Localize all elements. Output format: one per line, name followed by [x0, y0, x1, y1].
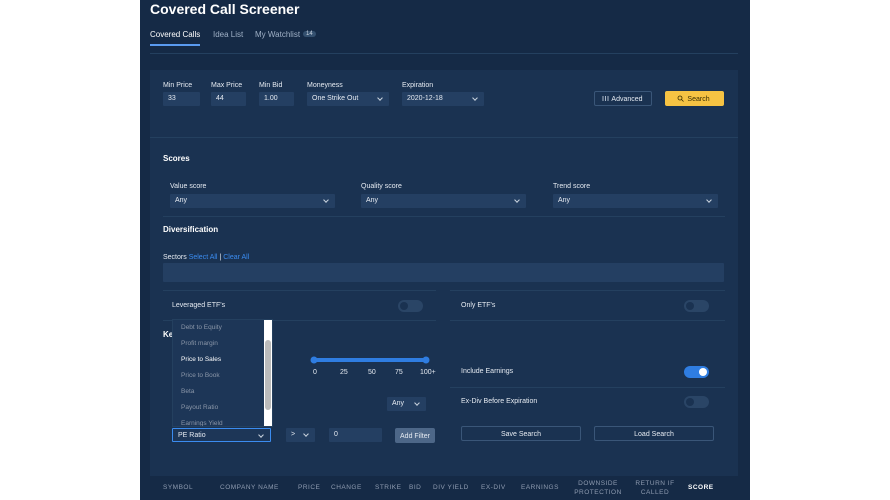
slider-tick: 75 [395, 369, 403, 376]
slider-tick: 50 [368, 369, 376, 376]
column-header: PRICE [298, 484, 321, 491]
toggle[interactable] [684, 366, 709, 378]
divider [450, 387, 725, 388]
option[interactable]: Profit margin [181, 340, 218, 347]
button-label: Save Search [500, 431, 542, 438]
tab[interactable]: Idea List [213, 30, 244, 39]
option[interactable]: Debt to Equity [181, 324, 222, 331]
select[interactable]: Any [553, 194, 718, 208]
label: Trend score [553, 183, 591, 190]
label: Quality score [361, 183, 402, 190]
select[interactable]: Any [170, 194, 335, 208]
link[interactable]: Select All [188, 254, 218, 261]
divider [163, 290, 436, 291]
load-button[interactable]: Load Search [594, 426, 714, 441]
option[interactable]: Price to Book [181, 372, 220, 379]
divider [150, 137, 738, 138]
divider [163, 216, 725, 217]
input[interactable]: 44 [211, 92, 246, 106]
label: Max Price [211, 82, 243, 89]
app: Covered Call Screener Covered Calls Idea… [140, 0, 750, 500]
select[interactable]: One Strike Out [307, 92, 389, 106]
label: Include Earnings [461, 368, 514, 375]
column-header: BID [409, 484, 422, 491]
slider-tick: 100+ [420, 369, 436, 376]
column-header: CHANGE [331, 484, 362, 491]
icon [677, 95, 684, 102]
icon [602, 96, 609, 101]
tab[interactable]: Covered Calls [150, 30, 201, 39]
column-header: SCORE [688, 484, 714, 491]
tab[interactable]: My Watchlist [255, 30, 301, 39]
option[interactable]: Earnings Yield [181, 420, 223, 427]
advanced-button[interactable]: Advanced [594, 91, 652, 106]
section-title: Scores [163, 154, 190, 163]
slider-tick: 0 [313, 369, 317, 376]
sectors-input[interactable] [163, 263, 724, 282]
link[interactable]: Clear All [223, 254, 250, 261]
slider-tick: 25 [340, 369, 348, 376]
title: Covered Call Screener [150, 1, 300, 17]
panel: Min Price 33 Max Price 44 Min Bid 1.00 M… [150, 70, 738, 476]
option[interactable]: Payout Ratio [181, 404, 219, 411]
dropdown: Debt to Equity Profit margin Price to Sa… [172, 319, 273, 427]
scrollbar[interactable] [264, 320, 272, 426]
option[interactable]: Beta [181, 388, 195, 395]
button-label: Advanced [611, 96, 643, 103]
column-header: RETURN IF CALLED [635, 480, 675, 496]
label: Leveraged ETF's [172, 302, 226, 309]
save-button[interactable]: Save Search [461, 426, 581, 441]
button-label: Load Search [634, 431, 674, 438]
divider [150, 53, 738, 54]
divider [450, 290, 725, 291]
section-title: Ke [163, 330, 174, 339]
input[interactable]: 1.00 [259, 92, 294, 106]
label: Min Bid [259, 82, 283, 89]
label: Expiration [402, 82, 434, 89]
column-header: SYMBOL [163, 484, 194, 491]
select[interactable]: Any [387, 397, 426, 411]
divider [163, 320, 436, 321]
text: Sectors [163, 254, 187, 261]
select[interactable]: 2020-12-18 [402, 92, 484, 106]
column-header: EARNINGS [521, 484, 559, 491]
tab-underline [150, 44, 200, 46]
column-header: DOWNSIDE PROTECTION [574, 480, 622, 496]
slider[interactable] [310, 354, 430, 370]
label: Ex-Div Before Expiration [461, 398, 538, 405]
divider [450, 320, 725, 321]
label: Only ETF's [461, 302, 496, 309]
text: | [219, 254, 222, 261]
add-filter-button[interactable]: Add Filter [395, 428, 435, 443]
select[interactable]: PE Ratio [172, 428, 271, 442]
input[interactable]: 33 [163, 92, 200, 106]
column-header: STRIKE [375, 484, 402, 491]
section-title: Diversification [163, 225, 219, 234]
label: Moneyness [307, 82, 343, 89]
label: Sectors Select All | Clear All [163, 254, 249, 261]
column-header: COMPANY NAME [220, 484, 279, 491]
toggle[interactable] [398, 300, 423, 312]
toggle[interactable] [684, 396, 709, 408]
select[interactable]: Any [361, 194, 526, 208]
button-label: Search [687, 96, 710, 103]
label: Value score [170, 183, 207, 190]
column-header: EX-DIV [481, 484, 506, 491]
badge: 14 [303, 31, 316, 37]
select[interactable]: > [286, 428, 315, 442]
search-button[interactable]: Search [665, 91, 724, 106]
option[interactable]: Price to Sales [181, 356, 222, 363]
toggle[interactable] [684, 300, 709, 312]
input[interactable]: 0 [329, 428, 382, 442]
column-header: DIV YIELD [433, 484, 469, 491]
label: Min Price [163, 82, 193, 89]
